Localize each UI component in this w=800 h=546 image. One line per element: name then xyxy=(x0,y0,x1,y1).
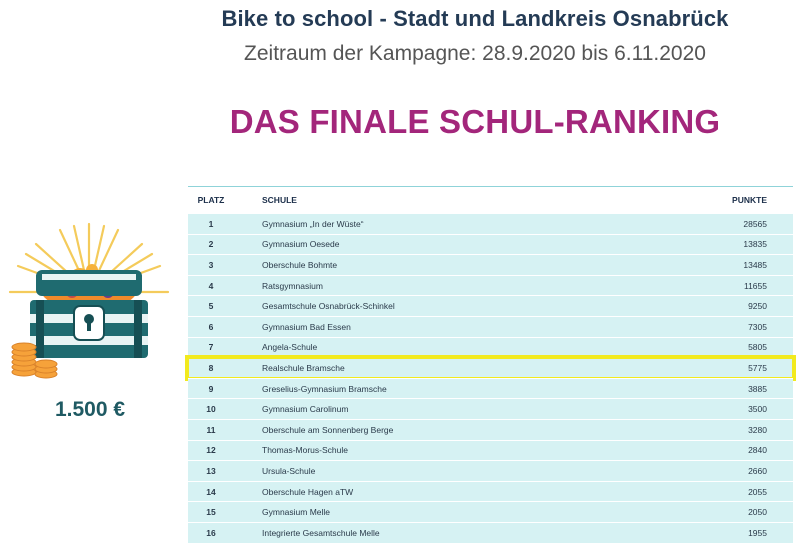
table-row: 14 Oberschule Hagen aTW 2055 xyxy=(188,480,793,502)
table-header: PLATZ SCHULE PUNKTE xyxy=(188,187,793,213)
table-row: 2 Gymnasium Oesede 13835 xyxy=(188,233,793,255)
rank-cell: 12 xyxy=(206,445,216,456)
school-cell: Oberschule am Sonnenberg Berge xyxy=(262,424,394,435)
table-row: 6 Gymnasium Bad Essen 7305 xyxy=(188,315,793,337)
points-cell: 1955 xyxy=(748,527,767,538)
rank-cell: 14 xyxy=(206,486,216,497)
rank-cell: 9 xyxy=(208,383,214,394)
points-cell: 3280 xyxy=(748,424,767,435)
prize-amount: 1.500 € xyxy=(54,398,126,421)
column-header-rank: PLATZ xyxy=(197,195,225,205)
table-row: 13 Ursula-Schule 2660 xyxy=(188,460,793,481)
points-cell: 9250 xyxy=(748,301,767,312)
rank-cell: 5 xyxy=(208,301,214,312)
points-cell: 5775 xyxy=(748,362,767,373)
school-cell: Gymnasium „In der Wüste“ xyxy=(262,218,364,229)
rank-cell: 4 xyxy=(208,280,214,291)
rank-cell: 2 xyxy=(208,239,214,250)
points-cell: 13485 xyxy=(743,259,767,270)
table-row: 5 Gesamtschule Osnabrück-Schinkel 9250 xyxy=(188,295,793,316)
points-cell: 13835 xyxy=(743,239,767,250)
school-cell: Ratsgymnasium xyxy=(262,280,323,291)
rank-cell: 15 xyxy=(206,507,216,518)
school-cell: Gymnasium Oesede xyxy=(262,239,340,250)
table-row: 10 Gymnasium Carolinum 3500 xyxy=(188,398,793,419)
school-cell: Angela-Schule xyxy=(262,342,318,353)
table-row: 11 Oberschule am Sonnenberg Berge 3280 xyxy=(188,418,793,440)
school-cell: Gesamtschule Osnabrück-Schinkel xyxy=(262,301,395,312)
page-title: Bike to school - Stadt und Landkreis Osn… xyxy=(221,6,729,31)
rank-cell: 16 xyxy=(206,527,216,538)
table-row: 4 Ratsgymnasium 11655 xyxy=(188,274,793,296)
ranking-rows: 1 Gymnasium „In der Wüste“ 28565 2 Gymnasium… xyxy=(185,213,796,543)
school-cell: Greselius-Gymnasium Bramsche xyxy=(262,383,387,394)
table-row: 9 Greselius-Gymnasium Bramsche 3885 xyxy=(188,377,793,399)
rank-cell: 10 xyxy=(206,404,216,415)
campaign-period: Zeitraum der Kampagne: 28.9.2020 bis 6.1… xyxy=(244,42,706,65)
ranking-headline: DAS FINALE SCHUL-RANKING xyxy=(229,103,721,140)
column-header-points: PUNKTE xyxy=(732,195,767,205)
points-cell: 3885 xyxy=(748,383,767,394)
table-row: 12 Thomas-Morus-Schule 2840 xyxy=(188,439,793,461)
points-cell: 2840 xyxy=(748,445,767,456)
points-cell: 11655 xyxy=(743,280,767,291)
column-header-school: SCHULE xyxy=(262,195,297,205)
rank-cell: 11 xyxy=(206,424,216,435)
treasure-chest-icon xyxy=(0,222,178,382)
rank-cell: 8 xyxy=(208,362,214,373)
rank-cell: 7 xyxy=(208,342,214,353)
points-cell: 7305 xyxy=(748,321,767,332)
rank-cell: 3 xyxy=(208,259,214,270)
points-cell: 3500 xyxy=(748,404,767,415)
school-cell: Gymnasium Bad Essen xyxy=(262,321,351,332)
school-cell: Oberschule Bohmte xyxy=(262,259,338,270)
school-cell: Realschule Bramsche xyxy=(262,362,345,373)
school-cell: Thomas-Morus-Schule xyxy=(262,445,348,456)
table-row: 8 Realschule Bramsche 5775 xyxy=(185,355,796,381)
points-cell: 2660 xyxy=(748,465,767,476)
points-cell: 2050 xyxy=(748,507,767,518)
table-row: 1 Gymnasium „In der Wüste“ 28565 xyxy=(188,213,793,234)
table-row: 16 Integrierte Gesamtschule Melle 1955 xyxy=(188,521,793,543)
rank-cell: 13 xyxy=(206,465,216,476)
rank-cell: 1 xyxy=(208,218,214,229)
school-cell: Gymnasium Carolinum xyxy=(262,404,349,415)
ranking-table: PLATZ SCHULE PUNKTE 1 Gymnasium „In der W… xyxy=(185,186,796,543)
points-cell: 5805 xyxy=(748,342,767,353)
school-cell: Ursula-Schule xyxy=(262,465,316,476)
points-cell: 28565 xyxy=(743,218,767,229)
school-cell: Integrierte Gesamtschule Melle xyxy=(262,527,380,538)
table-row: 15 Gymnasium Melle 2050 xyxy=(188,501,793,522)
table-row: 3 Oberschule Bohmte 13485 xyxy=(188,254,793,275)
school-cell: Gymnasium Melle xyxy=(262,507,331,518)
school-cell: Oberschule Hagen aTW xyxy=(262,486,354,497)
points-cell: 2055 xyxy=(748,486,767,497)
rank-cell: 6 xyxy=(208,321,214,332)
table-row: 7 Angela-Schule 5805 xyxy=(188,336,793,358)
